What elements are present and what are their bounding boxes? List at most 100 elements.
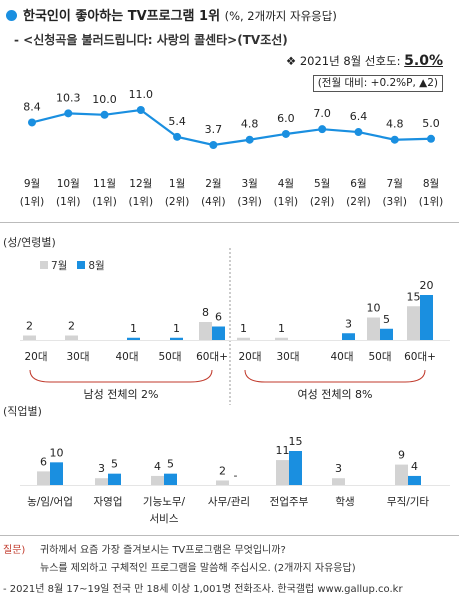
category-label: 20대 (238, 351, 261, 363)
bar-value-label: 20 (420, 279, 434, 292)
trend-month-label: 8월 (423, 178, 439, 190)
trend-rank-label: (2위) (165, 195, 190, 208)
trend-value-label: 10.0 (92, 93, 117, 106)
trend-month-label: 12월 (129, 178, 152, 190)
bar-july (216, 480, 229, 485)
title-note: (%, 2개까지 자유응답) (224, 9, 337, 23)
bar-value-label: 15 (289, 435, 303, 448)
bar-value-label: 3 (335, 462, 342, 475)
bar-value-label: 1 (173, 322, 180, 335)
question-text: 귀하께서 요즘 가장 즐겨보시는 TV프로그램은 무엇입니까? (40, 545, 286, 556)
trend-point (354, 128, 363, 137)
bar-value-label: 8 (202, 306, 209, 319)
trend-point (245, 135, 254, 144)
category-label: 50대 (158, 351, 181, 363)
trend-value-label: 11.0 (129, 88, 154, 101)
trend-point (281, 129, 290, 138)
section-label-occupation: (직업별) (3, 405, 42, 418)
monthly-change-box: (전월 대비: +0.2%P, ▲2) (312, 75, 443, 92)
bar-july (395, 464, 408, 485)
bar-value-label: 3 (345, 317, 352, 330)
bar-august (164, 473, 177, 485)
trend-point (100, 110, 109, 119)
trend-month-label: 2월 (205, 178, 221, 190)
trend-month-label: 11월 (93, 178, 116, 190)
trend-point (427, 134, 435, 143)
bar-july (332, 478, 345, 485)
category-label: 무직/기타 (387, 496, 430, 508)
trend-value-label: 4.8 (241, 118, 259, 131)
title-text: 한국인이 좋아하는 TV프로그램 1위 (23, 9, 221, 24)
bar-august (408, 475, 421, 485)
category-label: 60대+ (404, 351, 436, 363)
trend-point (64, 109, 73, 118)
preference-line: ❖ 2021년 8월 선호도: 5.0% (286, 53, 443, 69)
bar-july (23, 335, 36, 340)
bar-july (367, 317, 380, 340)
trend-point (390, 135, 399, 144)
bar-value-label: 2 (219, 464, 226, 477)
trend-value-label: 3.7 (205, 123, 223, 136)
category-label: 30대 (276, 351, 299, 363)
trend-line (31, 108, 432, 147)
trend-point (318, 125, 327, 134)
legend-label-august: 8월 (88, 260, 105, 272)
trend-value-label: 5.0 (422, 117, 440, 130)
bar-july (407, 306, 420, 340)
chart-subtitle: - <신청곡을 불러드립니다: 사랑의 콜센타>(TV조선) (14, 33, 288, 47)
bar-value-label: 1 (130, 322, 137, 335)
trend-month-label: 3월 (241, 178, 257, 190)
group-label-male: 남성 전체의 2% (83, 388, 158, 401)
bar-august (108, 473, 121, 485)
trend-month-label: 6월 (350, 178, 366, 190)
bar-august (170, 337, 183, 340)
bar-august (420, 295, 433, 340)
bar-value-label: 6 (40, 455, 47, 468)
category-label: 사무/관리 (208, 496, 250, 508)
trend-line-chart: 8.4 9월 (1위) 10.3 10월 (1위) 10.0 11월 (1위) 11.0 12월 (1… (20, 88, 444, 208)
bar-august (127, 337, 140, 340)
trend-rank-label: (1위) (56, 195, 81, 208)
bar-july (237, 337, 250, 340)
trend-rank-label: (3위) (237, 195, 262, 208)
category-label: 20대 (24, 351, 47, 363)
divider-top (0, 222, 459, 223)
category-label: 전업주부 (270, 495, 309, 508)
bar-value-label: 1 (278, 322, 285, 335)
category-label: 60대+ (196, 351, 228, 363)
bar-july (37, 471, 50, 485)
divider-bottom (0, 535, 459, 536)
trend-rank-label: (1위) (274, 195, 299, 208)
trend-rank-label: (1위) (129, 195, 154, 208)
trend-value-label: 6.0 (277, 112, 295, 125)
bar-value-label: 5 (111, 458, 118, 471)
trend-rank-label: (1위) (20, 195, 45, 208)
preference-prefix: ❖ 2021년 8월 선호도: (285, 54, 401, 68)
legend-swatch-july (40, 261, 48, 269)
bar-value-label: 3 (98, 462, 105, 475)
category-label: 기능노무/ (143, 496, 186, 508)
bar-value-label: 4 (154, 460, 161, 473)
bar-value-label: 2 (26, 320, 33, 333)
bar-july (95, 478, 108, 485)
bar-august (212, 326, 225, 340)
bar-july (199, 322, 212, 340)
section-label-gender-age: (성/연령별) (3, 236, 56, 249)
trend-value-label: 8.4 (23, 100, 41, 113)
trend-value-label: 7.0 (313, 107, 331, 120)
bar-august (380, 328, 393, 340)
legend: 7월 8월 (40, 258, 105, 273)
question-label: 질문) (3, 545, 26, 556)
bar-value-label: 4 (411, 460, 418, 473)
trend-month-label: 10월 (57, 178, 80, 190)
bar-value-label: 10 (50, 446, 64, 459)
group-label-female: 여성 전체의 8% (297, 388, 372, 401)
group-bracket-female (244, 369, 426, 383)
category-label: 서비스 (150, 513, 179, 525)
bar-value-label: 15 (407, 290, 421, 303)
category-label: 40대 (115, 351, 138, 363)
trend-month-label: 5월 (314, 178, 330, 190)
bar-august (50, 462, 63, 485)
trend-rank-label: (1위) (92, 195, 117, 208)
